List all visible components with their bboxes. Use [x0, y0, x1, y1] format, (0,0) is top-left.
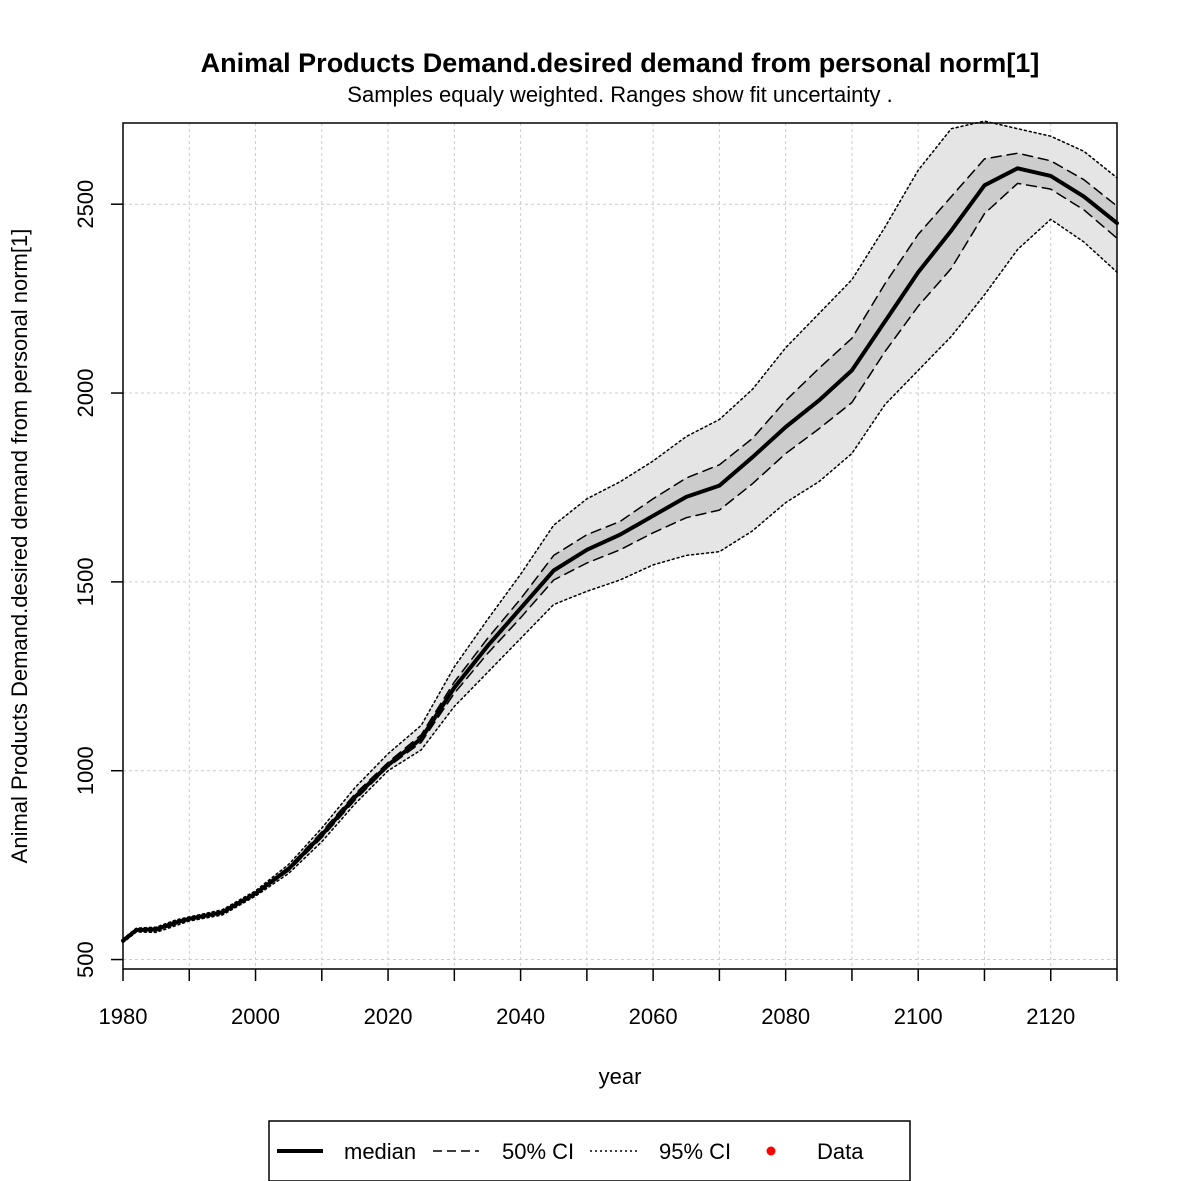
x-tick-label: 2040 [496, 1004, 545, 1029]
x-tick-label: 1980 [99, 1004, 148, 1029]
series-line-95-ci-upper [122, 120, 1118, 940]
legend-95ci-label: 95% CI [659, 1139, 731, 1164]
band-layer [123, 121, 1117, 943]
x-tick-label: 2120 [1026, 1004, 1075, 1029]
x-tick-label: 2100 [894, 1004, 943, 1029]
legend: median 50% CI 95% CI Data [268, 1120, 911, 1181]
x-tick-label: 2060 [629, 1004, 678, 1029]
band-50ci [123, 153, 1117, 942]
y-tick-label: 2500 [73, 180, 98, 229]
legend-median-label: median [344, 1139, 416, 1164]
series-line-median [121, 166, 1119, 943]
y-tick-label: 2000 [73, 369, 98, 418]
y-tick-label: 1500 [73, 557, 98, 606]
line-layer [121, 120, 1119, 944]
chart-subtitle: Samples equaly weighted. Ranges show fit… [347, 82, 892, 107]
x-tick-label: 2020 [364, 1004, 413, 1029]
legend-50ci-label: 50% CI [502, 1139, 574, 1164]
plot-frame [122, 122, 1118, 970]
legend-box [268, 1120, 911, 1181]
x-tick-label: 2080 [761, 1004, 810, 1029]
series-line-95-ci-lower [122, 218, 1118, 944]
x-axis: 1980 2000 2020 2040 2060 2080 2100 2120 [99, 969, 1118, 1029]
legend-data-swatch [766, 1146, 776, 1156]
x-tick-label: 2000 [231, 1004, 280, 1029]
legend-data-label: Data [817, 1139, 864, 1164]
x-axis-label: year [599, 1064, 642, 1089]
y-tick-label: 500 [73, 941, 98, 978]
y-axis-label: Animal Products Demand.desired demand fr… [7, 229, 32, 864]
chart-title: Animal Products Demand.desired demand fr… [201, 48, 1040, 78]
y-axis: 500 1000 1500 2000 2500 [73, 180, 123, 978]
y-tick-label: 1000 [73, 746, 98, 795]
